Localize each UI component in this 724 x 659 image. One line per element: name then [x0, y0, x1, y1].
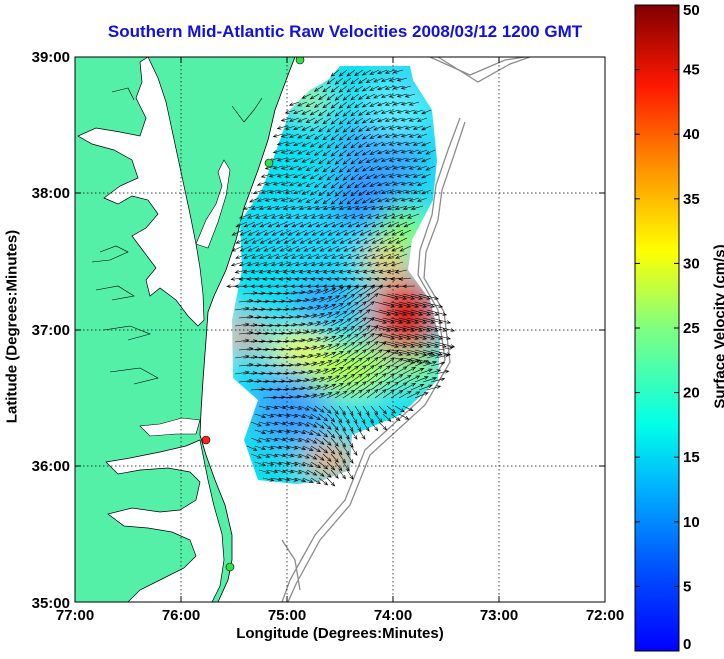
radar-station-marker — [295, 57, 305, 65]
colorbar-ticks: 0 5 10 15 20 25 30 35 40 45 50 — [635, 2, 700, 653]
radar-station-marker-offline — [201, 435, 211, 445]
x-tick-label: 73:00 — [480, 607, 518, 624]
colorbar-tick-label: 0 — [683, 636, 691, 653]
colorbar-tick-label: 50 — [683, 2, 700, 19]
colorbar-label: Surface Velocity (cm/s) — [711, 244, 724, 409]
colorbar-tick-label: 30 — [683, 255, 700, 272]
x-tick-label: 77:00 — [56, 607, 94, 624]
pamlico-sound — [105, 439, 225, 602]
radar-station-marker — [264, 158, 274, 168]
y-tick-label: 36:00 — [32, 458, 70, 475]
y-tick-label: 37:00 — [32, 322, 70, 339]
y-tick-label: 38:00 — [32, 185, 70, 202]
x-tick-label: 75:00 — [268, 607, 306, 624]
colorbar — [634, 4, 680, 652]
x-tick-labels: 77:00 76:00 75:00 74:00 73:00 72:00 — [56, 607, 624, 624]
y-tick-label: 39:00 — [32, 49, 70, 66]
colorbar-tick-label: 40 — [683, 126, 700, 143]
y-axis-label: Latitude (Degrees:Minutes) — [3, 229, 21, 424]
radar-station-marker — [225, 562, 235, 572]
y-tick-labels: 39:00 38:00 37:00 36:00 35:00 — [32, 49, 70, 612]
x-tick-label: 76:00 — [162, 607, 200, 624]
colorbar-tick-label: 45 — [683, 62, 700, 79]
colorbar-tick-label: 25 — [683, 320, 700, 337]
colorbar-tick-label: 10 — [683, 514, 700, 531]
map-title: Southern Mid-Atlantic Raw Velocities 200… — [107, 22, 583, 41]
colorbar-tick-label: 35 — [683, 191, 700, 208]
grid-lines — [75, 57, 605, 602]
y-tick-label: 35:00 — [32, 595, 70, 612]
x-tick-label: 74:00 — [374, 607, 412, 624]
vector-arrows — [226, 69, 456, 487]
eastern-shore-inlet — [195, 159, 231, 249]
tick-marks — [75, 57, 605, 602]
bathymetry-contours — [281, 57, 531, 602]
chesapeake-bay — [77, 57, 205, 327]
colorbar-tick-label: 5 — [683, 578, 691, 595]
velocity-vectors — [226, 69, 456, 487]
colorbar-tick-label: 20 — [683, 385, 700, 402]
albemarle-sound — [139, 417, 201, 437]
x-tick-label: 72:00 — [586, 607, 624, 624]
colorbar-tick-label: 15 — [683, 449, 700, 466]
x-axis-label: Longitude (Degrees:Minutes) — [236, 625, 444, 642]
